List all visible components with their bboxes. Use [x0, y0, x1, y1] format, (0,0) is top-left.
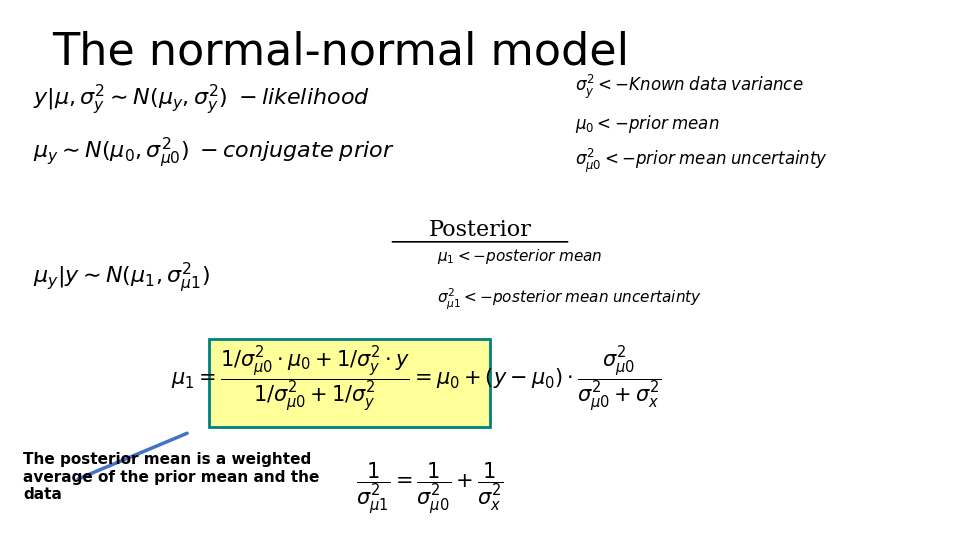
Text: $\mu_0<-prior\;mean$: $\mu_0<-prior\;mean$ [575, 113, 720, 135]
FancyBboxPatch shape [208, 339, 490, 427]
Text: $\mu_y\sim N(\mu_0,\sigma_{\mu 0}^2)\;-conjugate\;prior$: $\mu_y\sim N(\mu_0,\sigma_{\mu 0}^2)\;-c… [33, 136, 394, 170]
Text: $\mu_1<-posterior\;mean$: $\mu_1<-posterior\;mean$ [437, 247, 603, 266]
Text: The normal-normal model: The normal-normal model [52, 31, 629, 74]
Text: $\mu_1=\dfrac{1/\sigma_{\mu 0}^2\cdot\mu_0+1/\sigma_y^2\cdot y}{1/\sigma_{\mu 0}: $\mu_1=\dfrac{1/\sigma_{\mu 0}^2\cdot\mu… [171, 345, 661, 414]
Text: $\sigma_y^2<-Known\;data\;variance$: $\sigma_y^2<-Known\;data\;variance$ [575, 72, 804, 101]
Text: $\sigma_{\mu 1}^2<-posterior\;mean\;uncertainty$: $\sigma_{\mu 1}^2<-posterior\;mean\;unce… [437, 287, 702, 312]
Text: $y|\mu,\sigma_y^2\sim N(\mu_y,\sigma_y^2)\;-likelihood$: $y|\mu,\sigma_y^2\sim N(\mu_y,\sigma_y^2… [33, 83, 370, 117]
Text: $\sigma_{\mu 0}^2<-prior\;mean\;uncertainty$: $\sigma_{\mu 0}^2<-prior\;mean\;uncertai… [575, 147, 828, 175]
Text: $\dfrac{1}{\sigma_{\mu 1}^2}=\dfrac{1}{\sigma_{\mu 0}^2}+\dfrac{1}{\sigma_x^2}$: $\dfrac{1}{\sigma_{\mu 1}^2}=\dfrac{1}{\… [356, 460, 504, 516]
Text: Posterior: Posterior [428, 219, 532, 241]
Text: The posterior mean is a weighted
average of the prior mean and the
data: The posterior mean is a weighted average… [23, 453, 320, 502]
Text: $\mu_y|y\sim N(\mu_1,\sigma_{\mu 1}^2)$: $\mu_y|y\sim N(\mu_1,\sigma_{\mu 1}^2)$ [33, 261, 209, 295]
